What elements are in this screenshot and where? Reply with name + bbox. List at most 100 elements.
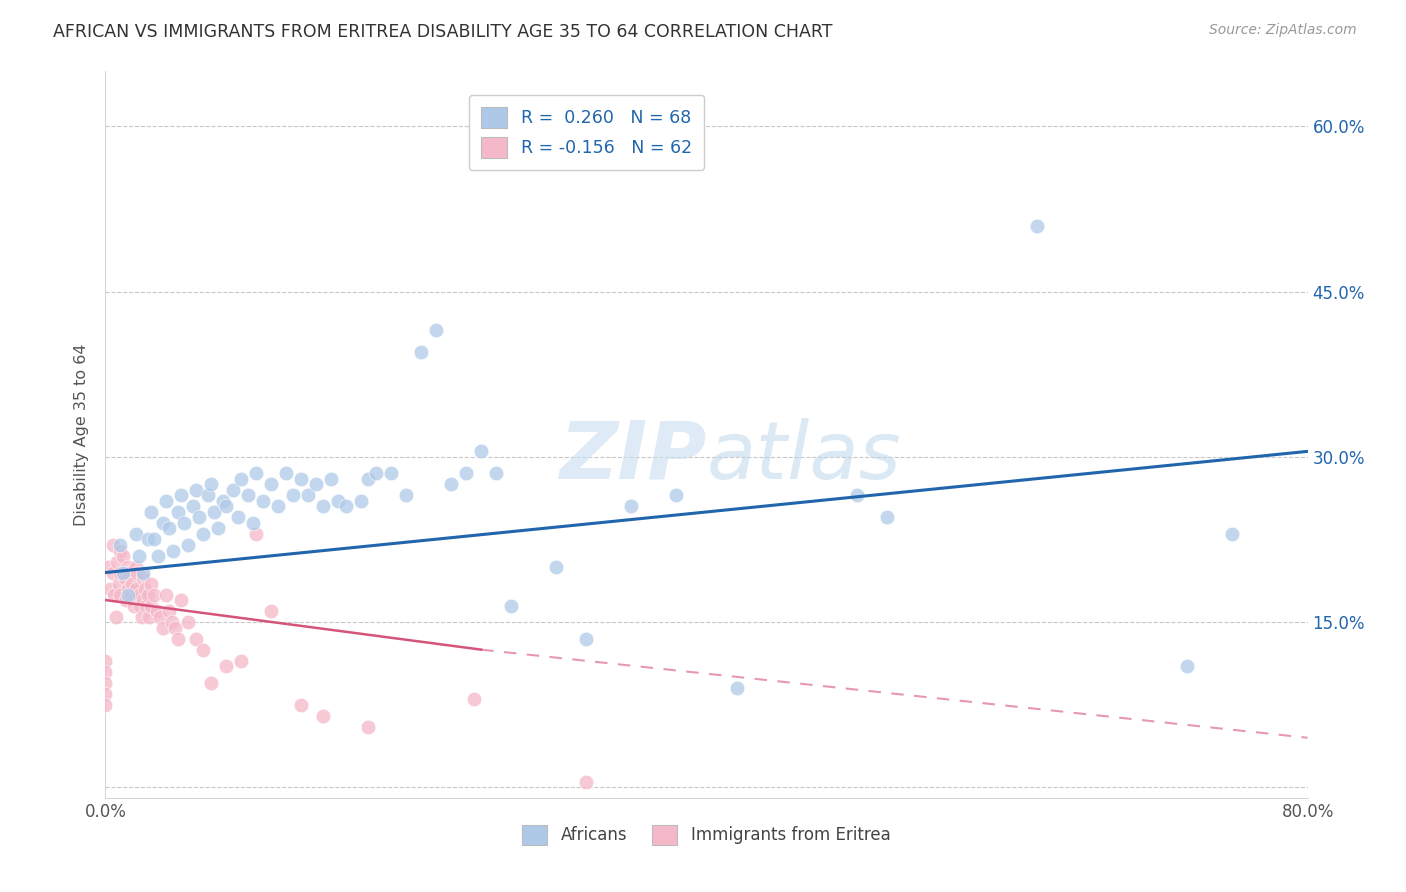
- Africans: [290, 472, 312, 486]
- Africans: [395, 488, 418, 502]
- Immigrants from Eritrea: [160, 615, 183, 629]
- Africans: [124, 527, 146, 541]
- Immigrants from Eritrea: [139, 599, 162, 613]
- Africans: [110, 538, 132, 552]
- Africans: [222, 483, 245, 497]
- Immigrants from Eritrea: [132, 571, 155, 585]
- Immigrants from Eritrea: [107, 555, 129, 569]
- Africans: [319, 472, 342, 486]
- Immigrants from Eritrea: [184, 632, 207, 646]
- Africans: [725, 681, 748, 696]
- Africans: [485, 467, 508, 481]
- Africans: [152, 516, 174, 530]
- Immigrants from Eritrea: [120, 588, 142, 602]
- Africans: [409, 345, 432, 359]
- Africans: [305, 477, 328, 491]
- Immigrants from Eritrea: [122, 599, 145, 613]
- Legend: Africans, Immigrants from Eritrea: Africans, Immigrants from Eritrea: [516, 818, 897, 852]
- Africans: [245, 467, 267, 481]
- Africans: [546, 560, 568, 574]
- Text: ZIP: ZIP: [560, 417, 707, 496]
- Immigrants from Eritrea: [98, 582, 121, 596]
- Text: AFRICAN VS IMMIGRANTS FROM ERITREA DISABILITY AGE 35 TO 64 CORRELATION CHART: AFRICAN VS IMMIGRANTS FROM ERITREA DISAB…: [53, 23, 832, 41]
- Immigrants from Eritrea: [134, 582, 156, 596]
- Africans: [456, 467, 478, 481]
- Text: atlas: atlas: [707, 417, 901, 496]
- Africans: [207, 521, 229, 535]
- Africans: [1177, 659, 1199, 673]
- Africans: [136, 533, 159, 547]
- Immigrants from Eritrea: [166, 632, 188, 646]
- Africans: [139, 505, 162, 519]
- Africans: [312, 500, 335, 514]
- Africans: [173, 516, 195, 530]
- Immigrants from Eritrea: [112, 549, 135, 563]
- Immigrants from Eritrea: [125, 566, 148, 580]
- Immigrants from Eritrea: [104, 609, 127, 624]
- Immigrants from Eritrea: [94, 665, 117, 679]
- Immigrants from Eritrea: [94, 698, 117, 712]
- Text: Source: ZipAtlas.com: Source: ZipAtlas.com: [1209, 23, 1357, 37]
- Africans: [470, 444, 492, 458]
- Immigrants from Eritrea: [115, 593, 138, 607]
- Immigrants from Eritrea: [117, 560, 139, 574]
- Immigrants from Eritrea: [163, 621, 186, 635]
- Africans: [665, 488, 688, 502]
- Africans: [242, 516, 264, 530]
- Immigrants from Eritrea: [191, 642, 214, 657]
- Africans: [191, 527, 214, 541]
- Immigrants from Eritrea: [357, 720, 380, 734]
- Immigrants from Eritrea: [575, 774, 598, 789]
- Africans: [350, 494, 373, 508]
- Immigrants from Eritrea: [128, 588, 150, 602]
- Immigrants from Eritrea: [117, 582, 139, 596]
- Africans: [132, 566, 155, 580]
- Y-axis label: Disability Age 35 to 64: Disability Age 35 to 64: [75, 343, 90, 526]
- Africans: [197, 488, 219, 502]
- Africans: [200, 477, 222, 491]
- Africans: [440, 477, 463, 491]
- Africans: [620, 500, 643, 514]
- Africans: [162, 543, 184, 558]
- Immigrants from Eritrea: [463, 692, 485, 706]
- Africans: [252, 494, 274, 508]
- Africans: [146, 549, 169, 563]
- Immigrants from Eritrea: [124, 560, 146, 574]
- Africans: [357, 472, 380, 486]
- Africans: [876, 510, 898, 524]
- Africans: [214, 500, 236, 514]
- Immigrants from Eritrea: [110, 543, 132, 558]
- Immigrants from Eritrea: [260, 604, 283, 618]
- Immigrants from Eritrea: [142, 588, 165, 602]
- Africans: [260, 477, 283, 491]
- Immigrants from Eritrea: [135, 599, 157, 613]
- Africans: [380, 467, 402, 481]
- Immigrants from Eritrea: [290, 698, 312, 712]
- Immigrants from Eritrea: [124, 582, 146, 596]
- Immigrants from Eritrea: [169, 593, 191, 607]
- Africans: [1222, 527, 1244, 541]
- Immigrants from Eritrea: [245, 527, 267, 541]
- Immigrants from Eritrea: [131, 609, 153, 624]
- Africans: [364, 467, 387, 481]
- Africans: [238, 488, 260, 502]
- Africans: [501, 599, 523, 613]
- Immigrants from Eritrea: [121, 576, 143, 591]
- Immigrants from Eritrea: [101, 566, 124, 580]
- Africans: [297, 488, 319, 502]
- Immigrants from Eritrea: [139, 576, 162, 591]
- Africans: [425, 323, 447, 337]
- Africans: [328, 494, 350, 508]
- Africans: [274, 467, 297, 481]
- Immigrants from Eritrea: [114, 571, 136, 585]
- Immigrants from Eritrea: [97, 560, 120, 574]
- Africans: [267, 500, 290, 514]
- Africans: [157, 521, 180, 535]
- Africans: [575, 632, 598, 646]
- Africans: [226, 510, 249, 524]
- Africans: [169, 488, 191, 502]
- Africans: [117, 588, 139, 602]
- Africans: [1026, 219, 1049, 233]
- Immigrants from Eritrea: [110, 566, 132, 580]
- Immigrants from Eritrea: [110, 588, 132, 602]
